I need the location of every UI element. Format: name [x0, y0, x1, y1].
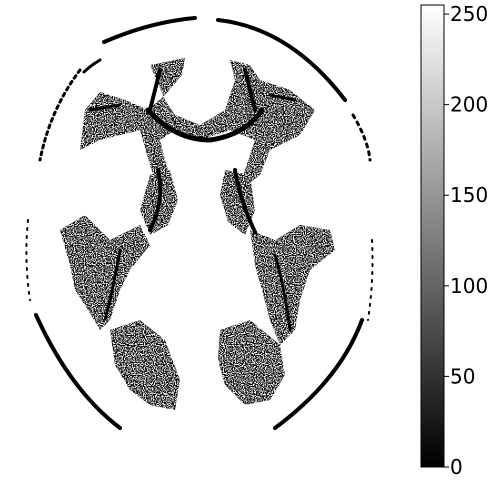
colorbar-ticks: 0 50 100 150 200 250	[444, 2, 488, 479]
brain-mask-image	[25, 16, 374, 430]
colorbar-tick-label: 100	[450, 274, 488, 298]
colorbar-tick-label: 50	[450, 364, 475, 388]
white-matter-core	[88, 68, 297, 332]
colorbar-gradient	[420, 4, 445, 468]
skull-outline	[25, 16, 374, 430]
colorbar-tick-label: 150	[450, 183, 488, 207]
white-matter-mask	[60, 58, 335, 410]
colorbar-tick-label: 0	[450, 455, 463, 479]
colorbar-tick-label: 250	[450, 2, 488, 26]
colorbar-tick-label: 200	[450, 93, 488, 117]
colorbar: 0 50 100 150 200 250	[420, 2, 488, 479]
